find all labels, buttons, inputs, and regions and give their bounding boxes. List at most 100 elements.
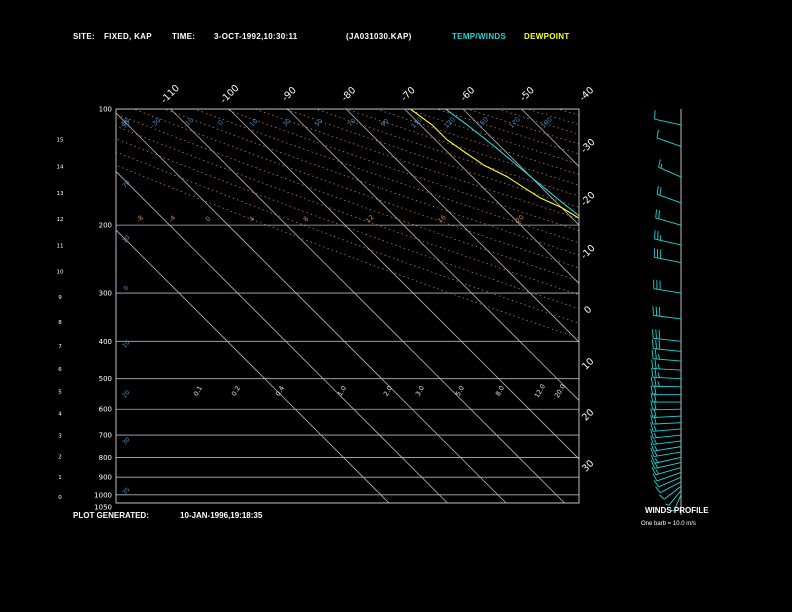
site-value: FIXED, KAP [104, 32, 152, 41]
barb-note: One barb = 10.0 m/s [641, 521, 696, 527]
dry-adiabat-line [116, 125, 579, 296]
wind-barb [651, 367, 682, 380]
mixing-ratio-label: 5.0 [454, 385, 466, 398]
pressure-tick-label: 400 [99, 338, 112, 346]
dry-adiabat-line [164, 109, 579, 256]
right-temp-tick-label: 30 [580, 458, 596, 474]
dry-adiabat-line [116, 113, 579, 282]
isotherm-line [116, 170, 448, 503]
pressure-tick-label: 800 [99, 454, 112, 462]
dry-adiabat-label: 150 [475, 115, 489, 129]
height-km-tick-label: 8 [58, 320, 62, 326]
dry-adiabat-line [133, 109, 579, 269]
wind-barb [652, 472, 682, 482]
dry-adiabat-line [285, 109, 579, 208]
isotherm-line [462, 109, 579, 226]
wind-barb [654, 110, 682, 126]
wind-barb [670, 494, 682, 512]
wind-barb [652, 329, 682, 342]
wind-barb [652, 339, 682, 352]
moist-adiabat-label: -4 [167, 214, 177, 224]
height-km-tick-label: 6 [58, 367, 62, 373]
pressure-tick-label: 600 [99, 406, 112, 414]
dry-adiabat-line [315, 109, 579, 197]
height-km-tick-label: 7 [58, 344, 62, 350]
left-adiabat-label: 70 [121, 179, 131, 189]
right-temp-tick-label: 10 [580, 356, 596, 372]
dry-adiabat-line [194, 109, 579, 244]
height-km-tick-label: 15 [57, 138, 64, 144]
plot-body [116, 109, 792, 503]
temperature-profile-line [445, 109, 579, 217]
dry-adiabat-line [466, 109, 579, 145]
plot-frame [115, 108, 580, 504]
dry-adiabat-label: 50 [313, 117, 325, 129]
plot-generated-label: PLOT GENERATED: [73, 511, 149, 520]
dry-adiabat-label: -10 [182, 116, 195, 129]
height-km-tick-label: 5 [58, 390, 62, 396]
dry-adiabat-label: 90 [379, 117, 391, 129]
dry-adiabat-line [406, 109, 579, 165]
wind-barb [650, 422, 682, 432]
isotherm-line [287, 109, 579, 402]
dry-adiabat-label: 170 [507, 115, 521, 129]
wind-barb [652, 306, 682, 320]
dry-adiabat-line [116, 164, 579, 339]
dry-adiabat-label: 130 [442, 115, 456, 129]
dry-adiabat-line [254, 109, 579, 220]
pressure-tick-label: 200 [99, 222, 112, 230]
isotherm-line [697, 109, 792, 503]
right-temp-tick-label: 20 [580, 407, 596, 423]
dry-adiabat-line [497, 109, 579, 135]
moist-adiabat-label: 0 [204, 215, 213, 224]
height-km-tick-label: 3 [58, 433, 62, 439]
pressure-tick-label: 1050 [94, 504, 112, 512]
dewpoint-profile-line [410, 109, 579, 219]
moist-adiabat-label: 16 [436, 213, 448, 225]
pressure-tick-label: 100 [99, 106, 112, 114]
left-adiabat-label: 50 [121, 119, 131, 129]
winds-profile-label: WINDS PROFILE [645, 506, 709, 515]
height-km-tick-label: 0 [58, 495, 62, 501]
time-value: 3-OCT-1992,10:30:11 [214, 32, 298, 41]
dry-adiabat-line [619, 109, 792, 503]
moist-adiabat-label: 20 [514, 213, 526, 225]
wind-barb [651, 349, 682, 362]
wind-barb [658, 485, 682, 500]
wind-barb [656, 129, 682, 147]
left-adiabat-label: 35 [121, 486, 131, 496]
isotherm-line [116, 229, 390, 503]
wind-barb [651, 359, 682, 371]
moist-adiabat-label: 4 [248, 215, 257, 224]
pressure-tick-label: 1000 [94, 491, 112, 499]
mixing-ratio-label: 2.0 [382, 385, 394, 398]
right-temp-tick-label: -10 [579, 243, 598, 262]
dry-adiabat-label: 10 [248, 117, 260, 129]
wind-barb [650, 385, 681, 396]
dry-adiabat-label: 70 [346, 117, 358, 129]
isotherm-line [345, 109, 579, 343]
mixing-ratio-label: 12.0 [533, 383, 547, 400]
mixing-ratio-label: 20.0 [553, 383, 567, 400]
time-label: TIME: [172, 32, 196, 41]
left-adiabat-label: 10 [121, 234, 131, 244]
wind-barb [650, 377, 682, 388]
left-adiabat-label: 10 [121, 339, 131, 349]
dry-adiabat-line [557, 109, 579, 116]
top-temp-tick-label: -100 [218, 83, 241, 106]
wind-barb [650, 447, 682, 457]
wind-barb [650, 460, 682, 469]
right-temp-tick-label: -30 [579, 137, 598, 156]
moist-adiabat-label: 8 [302, 215, 311, 224]
top-temp-tick-label: -60 [458, 85, 477, 104]
moist-adiabat-label: -8 [135, 214, 145, 224]
wind-barb [650, 414, 682, 425]
wind-barb [653, 476, 682, 488]
top-temp-tick-label: -80 [339, 85, 358, 104]
left-adiabat-label: 30 [121, 436, 131, 446]
top-temp-tick-label: -50 [518, 85, 537, 104]
mixing-ratio-label: 0.4 [274, 385, 286, 398]
height-km-tick-label: 14 [57, 165, 64, 171]
isotherm-line [404, 109, 579, 285]
height-km-tick-label: 10 [57, 270, 64, 276]
